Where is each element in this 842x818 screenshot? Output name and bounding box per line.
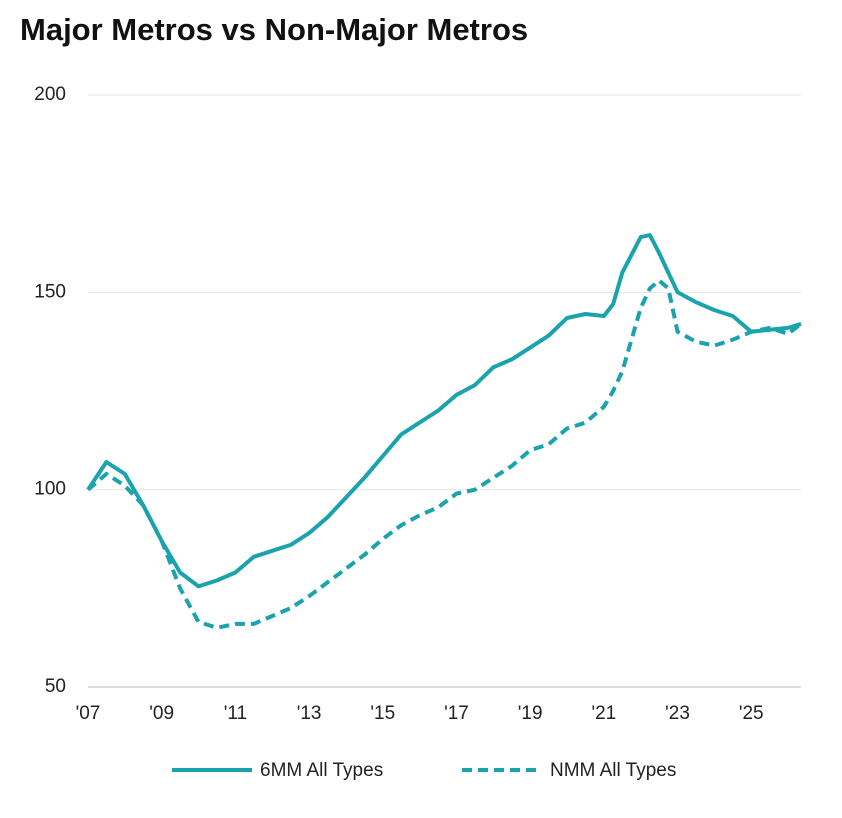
y-tick-label: 150 bbox=[34, 281, 66, 302]
chart-title: Major Metros vs Non-Major Metros bbox=[20, 12, 528, 47]
series-line bbox=[86, 233, 802, 589]
x-tick-label: '17 bbox=[444, 703, 469, 724]
y-tick-label: 50 bbox=[45, 676, 66, 697]
y-tick-label: 100 bbox=[34, 479, 66, 500]
x-tick-label: '15 bbox=[370, 703, 395, 724]
x-tick-label: '21 bbox=[591, 703, 616, 724]
x-tick-label: '11 bbox=[224, 703, 247, 724]
legend-label: 6MM All Types bbox=[260, 760, 383, 781]
x-tick-label: '19 bbox=[518, 703, 543, 724]
series-line bbox=[86, 278, 803, 630]
x-tick-label: '13 bbox=[297, 703, 322, 724]
x-tick-label: '25 bbox=[739, 703, 764, 724]
y-tick-label: 200 bbox=[34, 84, 66, 105]
legend-label: NMM All Types bbox=[550, 760, 676, 781]
x-tick-label: '07 bbox=[76, 703, 101, 724]
x-tick-label: '23 bbox=[665, 703, 690, 724]
x-tick-label: '09 bbox=[149, 703, 174, 724]
